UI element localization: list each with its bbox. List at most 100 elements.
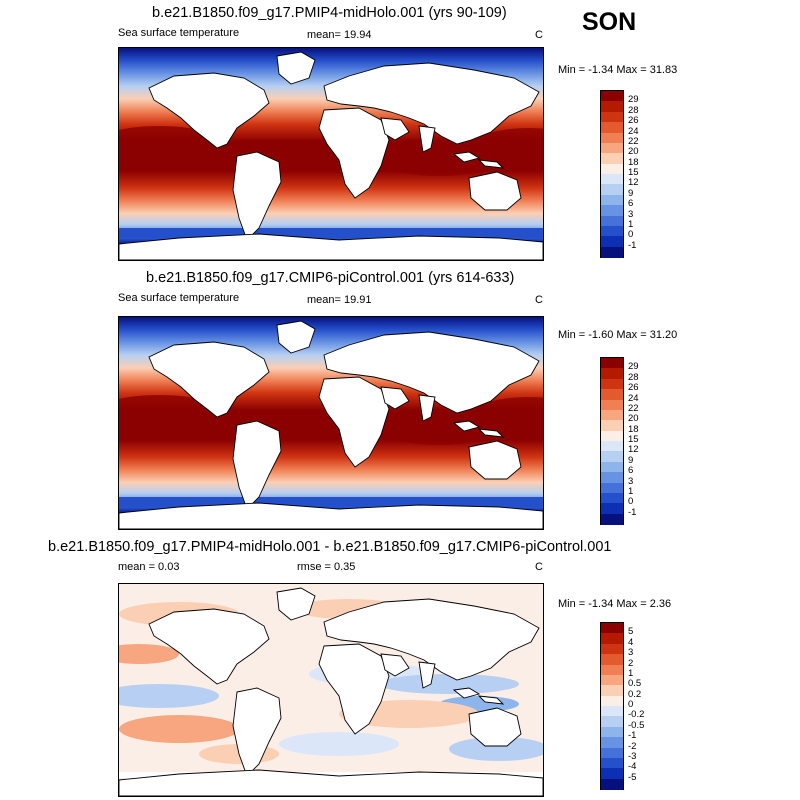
colorbar-label: 26	[628, 382, 639, 394]
panel-3-colorbar	[600, 622, 624, 790]
colorbar-label: 24	[628, 125, 639, 137]
colorbar-swatch	[601, 420, 623, 432]
panel-3-units: C	[535, 561, 543, 573]
colorbar-swatch	[601, 163, 623, 175]
colorbar-swatch	[601, 492, 623, 504]
colorbar-label: 12	[628, 444, 639, 456]
panel-3-minmax: Min = -1.34 Max = 2.36	[558, 598, 672, 610]
colorbar-label: 0	[628, 229, 634, 241]
colorbar-swatch	[601, 482, 623, 494]
colorbar-label: -2	[628, 740, 637, 752]
colorbar-swatch	[601, 768, 623, 780]
colorbar-label: 18	[628, 156, 639, 168]
panel-1-units: C	[535, 29, 543, 41]
colorbar-label: 29	[628, 361, 639, 373]
panel-3-rmse: rmse = 0.35	[297, 561, 356, 573]
colorbar-swatch	[601, 623, 623, 634]
colorbar-label: 22	[628, 135, 639, 147]
colorbar-swatch	[601, 695, 623, 707]
colorbar-label: 1	[628, 667, 634, 679]
colorbar-label: 6	[628, 465, 634, 477]
panel-1-minmax: Min = -1.34 Max = 31.83	[558, 64, 678, 76]
colorbar-swatch	[601, 461, 623, 473]
panel-3-title: b.e21.B1850.f09_g17.PMIP4-midHolo.001 - …	[48, 539, 612, 555]
colorbar-swatch	[601, 706, 623, 717]
colorbar-label: -0.5	[628, 719, 645, 731]
colorbar-swatch	[601, 91, 623, 102]
colorbar-label: -4	[628, 761, 637, 773]
colorbar-label: 0	[628, 699, 634, 710]
colorbar-label: 1	[628, 485, 634, 497]
colorbar-label: -5	[628, 771, 637, 783]
colorbar-label: 5	[628, 626, 634, 638]
panel-1-colorbar	[600, 90, 624, 258]
colorbar-label: -1	[628, 506, 637, 518]
colorbar-swatch	[601, 174, 623, 185]
colorbar-label: 3	[628, 475, 634, 487]
colorbar-label: -0.2	[628, 709, 645, 721]
colorbar-swatch	[601, 132, 623, 144]
colorbar-label: 4	[628, 636, 634, 648]
colorbar-swatch	[601, 503, 623, 515]
panel-2-variable-label: Sea surface temperature	[118, 292, 240, 304]
colorbar-swatch	[601, 246, 623, 258]
colorbar-swatch	[601, 674, 623, 686]
colorbar-swatch	[601, 236, 623, 248]
colorbar-label: 28	[628, 371, 639, 383]
colorbar-label: -1	[628, 730, 637, 742]
colorbar-label: 20	[628, 146, 639, 158]
colorbar-swatch	[601, 101, 623, 113]
colorbar-swatch	[601, 378, 623, 390]
panel-1-variable-label: Sea surface temperature	[118, 27, 240, 39]
colorbar-swatch	[601, 142, 623, 154]
colorbar-swatch	[601, 184, 623, 196]
panel-3-map	[118, 583, 544, 797]
colorbar-label: 0.5	[628, 678, 642, 690]
colorbar-label: 22	[628, 402, 639, 414]
colorbar-swatch	[601, 778, 623, 790]
colorbar-swatch	[601, 472, 623, 483]
colorbar-label: 0.2	[628, 688, 642, 700]
colorbar-swatch	[601, 513, 623, 525]
colorbar-label: 0	[628, 496, 634, 508]
colorbar-label: 24	[628, 392, 639, 404]
colorbar-swatch	[601, 633, 623, 645]
colorbar-swatch	[601, 399, 623, 411]
colorbar-swatch	[601, 441, 623, 452]
colorbar-swatch	[601, 643, 623, 655]
colorbar-swatch	[601, 747, 623, 759]
panel-2-units: C	[535, 294, 543, 306]
panel-1-title: b.e21.B1850.f09_g17.PMIP4-midHolo.001 (y…	[152, 5, 507, 21]
panel-2-title: b.e21.B1850.f09_g17.CMIP6-piControl.001 …	[146, 270, 515, 286]
colorbar-swatch	[601, 409, 623, 421]
colorbar-label: 2	[628, 657, 634, 669]
colorbar-label: -1	[628, 239, 637, 251]
colorbar-swatch	[601, 726, 623, 738]
panel-1-mean: mean= 19.94	[307, 29, 372, 41]
panel-2-minmax: Min = -1.60 Max = 31.20	[558, 329, 678, 341]
colorbar-swatch	[601, 716, 623, 728]
colorbar-label: 1	[628, 218, 634, 230]
colorbar-swatch	[601, 757, 623, 769]
colorbar-label: 3	[628, 647, 634, 659]
colorbar-swatch	[601, 389, 623, 400]
colorbar-label: 15	[628, 434, 639, 445]
colorbar-swatch	[601, 368, 623, 380]
colorbar-label: 3	[628, 208, 634, 220]
colorbar-swatch	[601, 225, 623, 237]
colorbar-label: 29	[628, 94, 639, 106]
colorbar-label: 9	[628, 187, 634, 199]
colorbar-label: 15	[628, 167, 639, 178]
colorbar-swatch	[601, 153, 623, 165]
colorbar-label: 20	[628, 413, 639, 425]
colorbar-swatch	[601, 430, 623, 442]
colorbar-swatch	[601, 358, 623, 369]
panel-2-map	[118, 316, 544, 530]
panel-2-colorbar	[600, 357, 624, 525]
colorbar-label: 26	[628, 115, 639, 127]
colorbar-label: 12	[628, 177, 639, 189]
season-label: SON	[582, 8, 637, 36]
colorbar-swatch	[601, 737, 623, 748]
panel-3-mean: mean = 0.03	[118, 561, 180, 573]
panel-1-map	[118, 47, 544, 261]
